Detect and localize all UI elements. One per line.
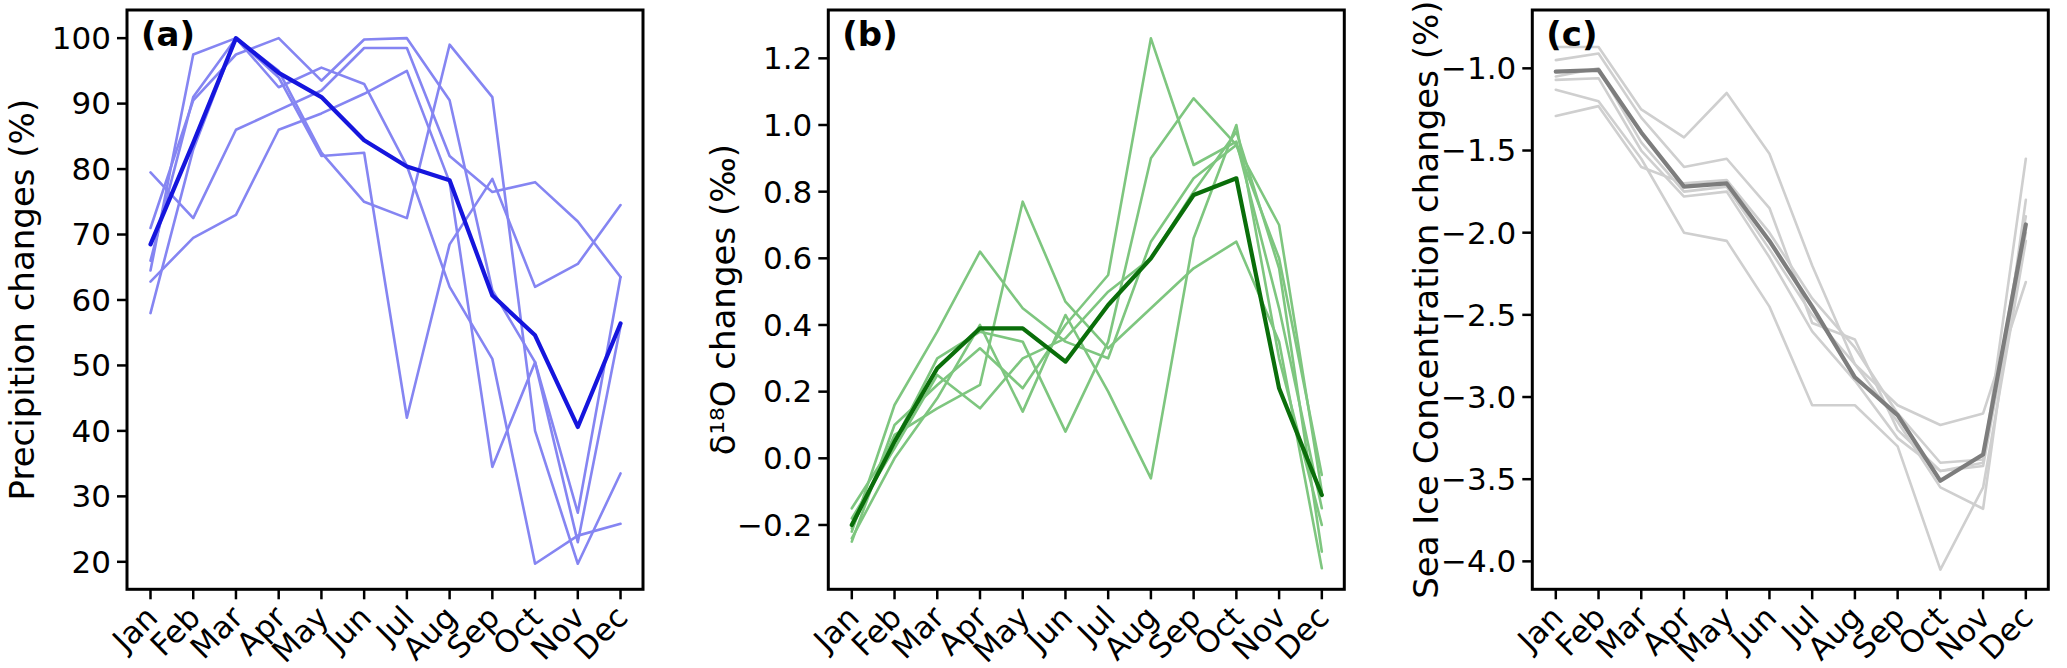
chart-svg-c: −4.0−3.5−3.0−2.5−2.0−1.5−1.0JanFebMarApr… xyxy=(1378,0,2067,668)
y-tick-label: 1.0 xyxy=(763,107,812,143)
series-member-6 xyxy=(151,38,621,564)
panel-c-sea-ice-chart: −4.0−3.5−3.0−2.5−2.0−1.5−1.0JanFebMarApr… xyxy=(1378,0,2067,668)
y-axis-label: Precipition changes (%) xyxy=(2,99,42,501)
three-panel-figure: 2030405060708090100JanFebMarAprMayJunJul… xyxy=(0,0,2067,668)
y-tick-label: −3.0 xyxy=(1441,379,1516,415)
chart-svg-a: 2030405060708090100JanFebMarAprMayJunJul… xyxy=(0,0,689,668)
y-tick-label: 1.2 xyxy=(763,40,812,76)
y-tick-label: −0.2 xyxy=(737,507,812,543)
panel-letter-label: (a) xyxy=(141,14,195,54)
y-tick-label: −2.0 xyxy=(1441,215,1516,251)
series-member-6 xyxy=(1556,106,2026,463)
panel-letter-label: (c) xyxy=(1546,14,1597,54)
x-tick-label: Dec xyxy=(1972,599,2040,667)
y-tick-label: −1.5 xyxy=(1441,132,1516,168)
series-member-4 xyxy=(151,38,621,564)
x-tick-label: Jun xyxy=(317,599,378,660)
y-tick-label: 0.8 xyxy=(763,174,812,210)
series-member-2 xyxy=(1556,90,2026,570)
y-tick-label: −1.0 xyxy=(1441,50,1516,86)
y-tick-label: 0.6 xyxy=(763,240,812,276)
y-axis-label: δ¹⁸O changes (‰) xyxy=(703,144,743,455)
y-tick-label: 20 xyxy=(72,544,111,580)
series-member-1 xyxy=(852,38,1322,541)
y-tick-label: 80 xyxy=(72,151,111,187)
chart-svg-b: −0.20.00.20.40.60.81.01.2JanFebMarAprMay… xyxy=(689,0,1378,668)
x-tick-label: Dec xyxy=(1268,599,1336,667)
y-tick-label: 0.0 xyxy=(763,440,812,476)
series-member-3 xyxy=(151,38,621,513)
series-member-4 xyxy=(1556,68,2026,508)
y-tick-label: 30 xyxy=(72,478,111,514)
y-tick-label: −3.5 xyxy=(1441,461,1516,497)
y-tick-label: 40 xyxy=(72,413,111,449)
y-tick-label: 60 xyxy=(72,282,111,318)
y-tick-label: −4.0 xyxy=(1441,543,1516,579)
series-member-4 xyxy=(852,98,1322,508)
series-member-2 xyxy=(151,38,621,418)
panel-b-d18o-chart: −0.20.00.20.40.60.81.01.2JanFebMarAprMay… xyxy=(689,0,1378,668)
y-tick-label: −2.5 xyxy=(1441,297,1516,333)
y-tick-label: 0.4 xyxy=(763,307,812,343)
y-axis-label: Sea Ice Concentration changes (%) xyxy=(1406,0,1446,598)
series-ensemble-mean xyxy=(1556,70,2026,481)
x-tick-label: Jun xyxy=(1722,599,1783,660)
series-member-1 xyxy=(1556,47,2026,425)
series-ensemble-mean xyxy=(151,38,621,427)
axes-box xyxy=(127,10,643,589)
y-tick-label: 90 xyxy=(72,85,111,121)
series-member-6 xyxy=(852,132,1322,552)
y-tick-label: 0.2 xyxy=(763,373,812,409)
panel-a-precipitation-chart: 2030405060708090100JanFebMarAprMayJunJul… xyxy=(0,0,689,668)
y-tick-label: 50 xyxy=(72,347,111,383)
y-tick-label: 100 xyxy=(52,20,111,56)
series-member-5 xyxy=(151,71,621,542)
y-tick-label: 70 xyxy=(72,216,111,252)
panel-letter-label: (b) xyxy=(842,14,897,54)
x-tick-label: Dec xyxy=(567,599,635,667)
x-tick-label: Jun xyxy=(1018,599,1079,660)
